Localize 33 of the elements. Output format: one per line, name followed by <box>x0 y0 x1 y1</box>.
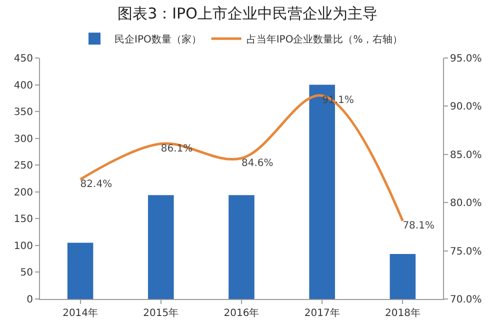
y2-tick-label: 90.0% <box>450 102 482 113</box>
y-tick-label: 150 <box>14 214 33 226</box>
y-tick-label: 400 <box>14 80 33 92</box>
y-tick-label: 200 <box>14 187 33 198</box>
data-label: 86.1% <box>160 143 193 154</box>
y-tick-label: 0 <box>26 294 33 306</box>
y2-tick-label: 95.0% <box>450 54 482 64</box>
y-tick-label: 450 <box>14 54 33 64</box>
y2-tick-label: 80.0% <box>450 198 482 210</box>
x-tick-label: 2017年 <box>304 307 340 319</box>
y2-tick-label: 85.0% <box>450 150 482 161</box>
legend-label: 占当年IPO企业数量比（%，右轴） <box>246 34 403 46</box>
x-tick-label: 2016年 <box>224 307 260 319</box>
y-tick-label: 250 <box>14 160 33 172</box>
x-tick-label: 2014年 <box>62 307 98 319</box>
y2-tick-label: 70.0% <box>450 294 482 306</box>
y-tick-label: 300 <box>14 134 33 145</box>
y2-tick-label: 75.0% <box>450 246 482 258</box>
data-label: 78.1% <box>402 220 434 232</box>
y-tick-label: 350 <box>14 107 33 118</box>
bar <box>67 242 94 299</box>
x-tick-label: 2015年 <box>143 307 179 319</box>
y-tick-label: 100 <box>14 240 33 252</box>
x-tick-label: 2018年 <box>384 307 420 319</box>
line-series <box>79 94 404 222</box>
bar <box>148 195 174 299</box>
bar <box>228 195 254 299</box>
bar <box>390 254 416 299</box>
data-label: 82.4% <box>80 178 112 190</box>
chart-title: 图表3：IPO上市企业中民营企业为主导 <box>118 4 378 23</box>
y-tick-label: 50 <box>20 268 33 279</box>
data-label: 84.6% <box>242 158 274 169</box>
legend-label: 民企IPO数量（家） <box>114 34 202 46</box>
